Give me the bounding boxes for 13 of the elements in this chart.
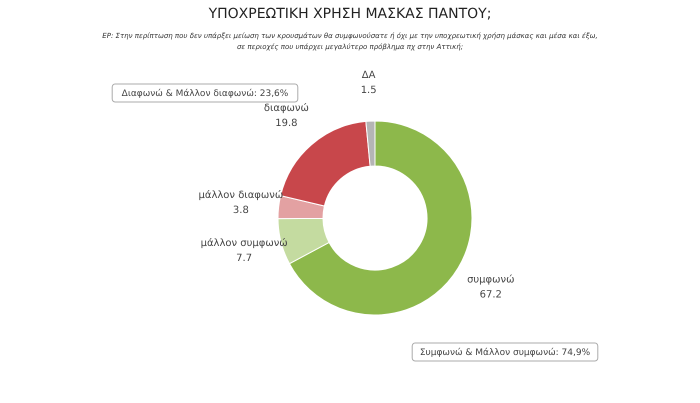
slice-label: ΔΑ bbox=[362, 70, 376, 82]
data-label: 7.7 bbox=[236, 253, 252, 264]
data-label: 3.8 bbox=[232, 204, 249, 216]
data-label: 19.8 bbox=[275, 118, 298, 130]
text: Διαφωνώ & Μάλλον διαφωνώ: 23,6% bbox=[122, 88, 289, 99]
text: Συμφωνώ & Μάλλον συμφωνώ: 74,9% bbox=[420, 347, 591, 358]
slice-label: μάλλον συμφωνώ bbox=[200, 238, 288, 250]
data-label: 1.5 bbox=[360, 85, 377, 96]
data-label: 67.2 bbox=[480, 289, 502, 300]
chart-title: ΥΠΟΧΡΕΩΤΙΚΗ ΧΡΗΣΗ ΜΑΣΚΑΣ ΠΑΝΤΟΥ; bbox=[208, 6, 492, 22]
slice-label: διαφωνώ bbox=[264, 103, 309, 114]
slice-label: μάλλον διαφωνώ bbox=[198, 190, 284, 201]
slice-label: συμφωνώ bbox=[467, 274, 514, 286]
